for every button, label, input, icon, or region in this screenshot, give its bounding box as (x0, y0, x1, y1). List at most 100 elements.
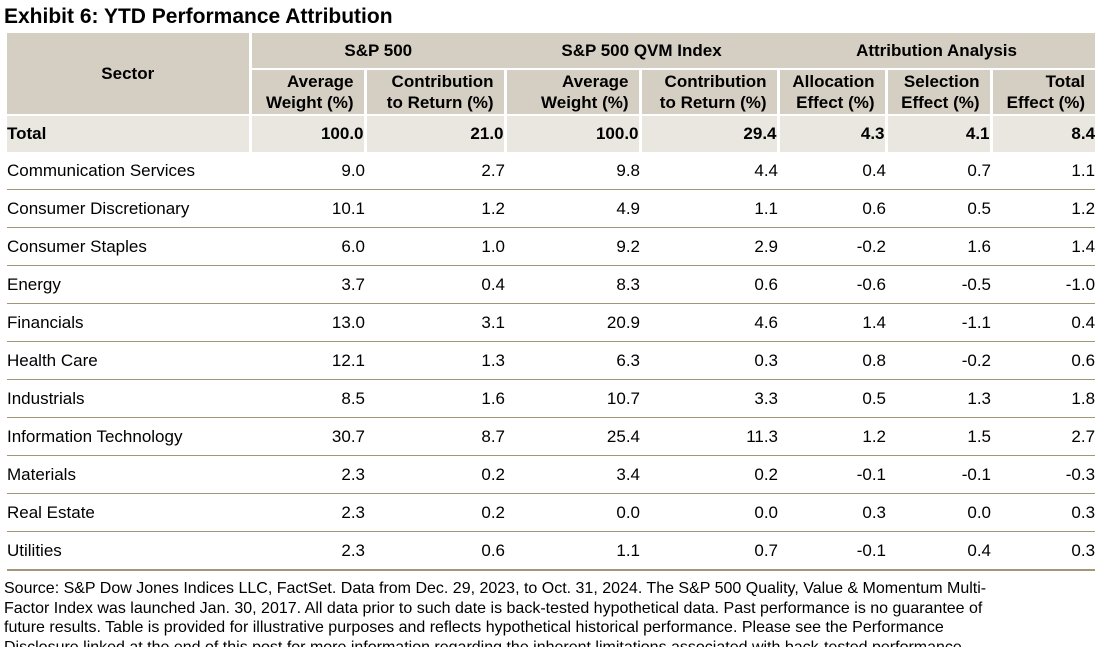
col-header-line2: to Return (%) (386, 93, 494, 112)
source-note-line: Source: S&P Dow Jones Indices LLC, FactS… (4, 580, 987, 597)
value-cell: 1.5 (886, 417, 992, 456)
value-cell: 21.0 (363, 114, 506, 152)
sector-cell: Real Estate (7, 493, 250, 532)
value-cell: 4.3 (776, 114, 887, 152)
group-header-sp500: S&P 500 (248, 33, 506, 69)
value-cell: -0.6 (778, 265, 887, 304)
value-cell: 10.1 (250, 189, 365, 228)
sector-cell: Utilities (7, 531, 250, 570)
value-cell: 1.1 (640, 189, 779, 228)
col-header-line2: to Return (%) (659, 93, 767, 112)
value-cell: 0.6 (991, 341, 1096, 380)
value-cell: 6.3 (505, 341, 641, 380)
value-cell: 11.3 (640, 417, 779, 456)
value-cell: 1.1 (991, 152, 1096, 190)
value-cell: 0.2 (365, 493, 506, 532)
value-cell: 1.3 (365, 341, 506, 380)
col-header-line1: Contribution (664, 72, 767, 91)
value-cell: 0.7 (886, 152, 992, 190)
value-cell: 0.0 (505, 493, 641, 532)
value-cell: 0.0 (640, 493, 779, 532)
value-cell: 0.6 (640, 265, 779, 304)
value-cell: 0.6 (365, 531, 506, 570)
value-cell: 2.3 (250, 455, 365, 494)
value-cell: -0.1 (778, 455, 887, 494)
value-cell: 0.7 (640, 531, 779, 570)
col-header-total-effect: Total Effect (%) (989, 68, 1096, 115)
value-cell: 8.3 (505, 265, 641, 304)
value-cell: 1.3 (886, 379, 992, 418)
value-cell: 2.7 (991, 417, 1096, 456)
value-cell: 4.1 (884, 114, 992, 152)
value-cell: 0.4 (778, 152, 887, 190)
value-cell: 1.1 (505, 531, 641, 570)
value-cell: 29.4 (638, 114, 779, 152)
value-cell: 0.0 (886, 493, 992, 532)
value-cell: 6.0 (250, 227, 365, 266)
sector-cell: Materials (7, 455, 250, 494)
value-cell: 1.8 (991, 379, 1096, 418)
value-cell: 1.6 (365, 379, 506, 418)
value-cell: 9.0 (250, 152, 365, 190)
col-header-qvm-avg-weight: Average Weight (%) (503, 68, 641, 115)
column-header-row: Average Weight (%) Contribution to Retur… (7, 68, 1096, 115)
value-cell: 2.7 (365, 152, 506, 190)
source-note-line: Disclosure linked at the end of this pos… (4, 638, 967, 647)
sector-cell: Consumer Staples (7, 227, 250, 266)
value-cell: 0.2 (640, 455, 779, 494)
value-cell: 0.4 (886, 531, 992, 570)
value-cell: 30.7 (250, 417, 365, 456)
col-header-selection-effect: Selection Effect (%) (884, 68, 992, 115)
attribution-table: Sector S&P 500 S&P 500 QVM Index Attribu… (7, 33, 1096, 571)
source-note-line: future results. Table is provided for il… (4, 619, 944, 636)
table-row: Communication Services 9.0 2.7 9.8 4.4 0… (7, 152, 1096, 190)
sector-cell: Industrials (7, 379, 250, 418)
value-cell: 4.9 (505, 189, 641, 228)
value-cell: 10.7 (505, 379, 641, 418)
sector-cell: Energy (7, 265, 250, 304)
value-cell: 2.9 (640, 227, 779, 266)
value-cell: 1.2 (991, 189, 1096, 228)
value-cell: 0.5 (886, 189, 992, 228)
value-cell: 0.4 (365, 265, 506, 304)
value-cell: 3.3 (640, 379, 779, 418)
value-cell: 0.3 (640, 341, 779, 380)
value-cell: 1.2 (365, 189, 506, 228)
value-cell: 0.3 (991, 493, 1096, 532)
col-header-line2: Effect (%) (901, 93, 980, 112)
value-cell: 0.6 (778, 189, 887, 228)
value-cell: 3.7 (250, 265, 365, 304)
sector-column-header: Sector (7, 33, 250, 115)
total-row: Total 100.0 21.0 100.0 29.4 4.3 4.1 8.4 (7, 114, 1096, 152)
value-cell: 1.0 (365, 227, 506, 266)
col-header-line2: Effect (%) (796, 93, 875, 112)
value-cell: 3.4 (505, 455, 641, 494)
group-header-attribution-analysis: Attribution Analysis (778, 33, 1096, 69)
value-cell: 100.0 (503, 114, 641, 152)
value-cell: 0.8 (778, 341, 887, 380)
table-row: Consumer Discretionary 10.1 1.2 4.9 1.1 … (7, 189, 1096, 228)
col-header-line1: Selection (903, 72, 980, 91)
value-cell: 0.5 (778, 379, 887, 418)
value-cell: -1.0 (991, 265, 1096, 304)
col-header-qvm-contribution: Contribution to Return (%) (638, 68, 779, 115)
col-header-allocation-effect: Allocation Effect (%) (776, 68, 887, 115)
value-cell: 8.7 (365, 417, 506, 456)
sector-cell: Consumer Discretionary (7, 189, 250, 228)
table-row: Industrials 8.5 1.6 10.7 3.3 0.5 1.3 1.8 (7, 379, 1096, 418)
value-cell: 1.4 (991, 227, 1096, 266)
value-cell: -0.1 (778, 531, 887, 570)
value-cell: 8.5 (250, 379, 365, 418)
value-cell: -0.1 (886, 455, 992, 494)
value-cell: 20.9 (505, 303, 641, 342)
table-row: Information Technology 30.7 8.7 25.4 11.… (7, 417, 1096, 456)
value-cell: 25.4 (505, 417, 641, 456)
col-header-sp500-avg-weight: Average Weight (%) (248, 68, 365, 115)
sector-cell: Financials (7, 303, 250, 342)
value-cell: 1.4 (778, 303, 887, 342)
sector-cell: Information Technology (7, 417, 250, 456)
value-cell: -0.2 (886, 341, 992, 380)
value-cell: 2.3 (250, 493, 365, 532)
table-row: Real Estate 2.3 0.2 0.0 0.0 0.3 0.0 0.3 (7, 493, 1096, 532)
